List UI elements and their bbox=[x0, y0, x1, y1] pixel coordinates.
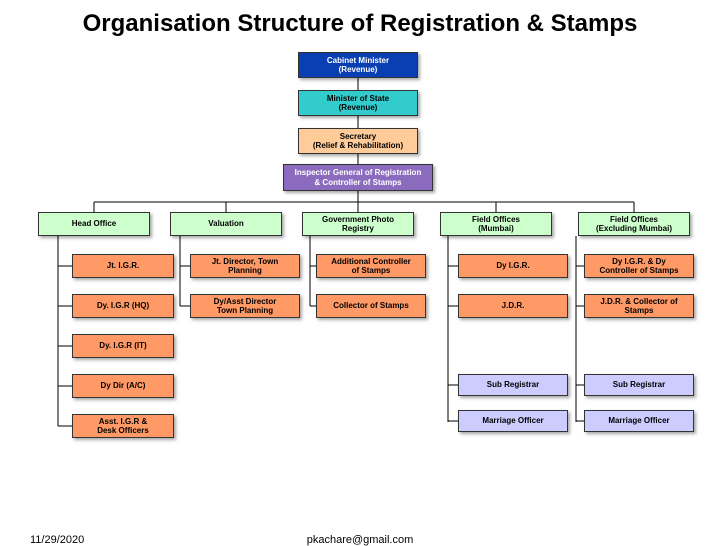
node-dyigr: Dy I.G.R. bbox=[458, 254, 568, 278]
org-chart: Cabinet Minister(Revenue) Minister of Sta… bbox=[0, 42, 720, 502]
node-cab: Cabinet Minister(Revenue) bbox=[298, 52, 418, 78]
node-dyit: Dy. I.G.R (IT) bbox=[72, 334, 174, 358]
node-dyhq: Dy. I.G.R (HQ) bbox=[72, 294, 174, 318]
footer-email: pkachare@gmail.com bbox=[0, 534, 720, 546]
node-jtigr: Jt. I.G.R. bbox=[72, 254, 174, 278]
node-asst: Asst. I.G.R &Desk Officers bbox=[72, 414, 174, 438]
node-sr1: Sub Registrar bbox=[458, 374, 568, 396]
node-mo1: Marriage Officer bbox=[458, 410, 568, 432]
node-mo2: Marriage Officer bbox=[584, 410, 694, 432]
node-ho: Head Office bbox=[38, 212, 150, 236]
node-jtdtp: Jt. Director, TownPlanning bbox=[190, 254, 300, 278]
node-igr: Inspector General of Registration& Contr… bbox=[283, 164, 433, 191]
node-gpr: Government PhotoRegistry bbox=[302, 212, 414, 236]
node-dydac: Dy Dir (A/C) bbox=[72, 374, 174, 398]
page-title: Organisation Structure of Registration &… bbox=[0, 0, 720, 42]
node-mos: Minister of State(Revenue) bbox=[298, 90, 418, 116]
node-jdrcs: J.D.R. & Collector ofStamps bbox=[584, 294, 694, 318]
node-dydvc: Dy I.G.R. & DyController of Stamps bbox=[584, 254, 694, 278]
node-fom: Field Offices(Mumbai) bbox=[440, 212, 552, 236]
node-sr2: Sub Registrar bbox=[584, 374, 694, 396]
node-acs: Additional Controllerof Stamps bbox=[316, 254, 426, 278]
node-foe: Field Offices(Excluding Mumbai) bbox=[578, 212, 690, 236]
node-jdr: J.D.R. bbox=[458, 294, 568, 318]
node-dyadtp: Dy/Asst DirectorTown Planning bbox=[190, 294, 300, 318]
node-val: Valuation bbox=[170, 212, 282, 236]
node-sec: Secretary(Relief & Rehabilitation) bbox=[298, 128, 418, 154]
node-cos: Collector of Stamps bbox=[316, 294, 426, 318]
